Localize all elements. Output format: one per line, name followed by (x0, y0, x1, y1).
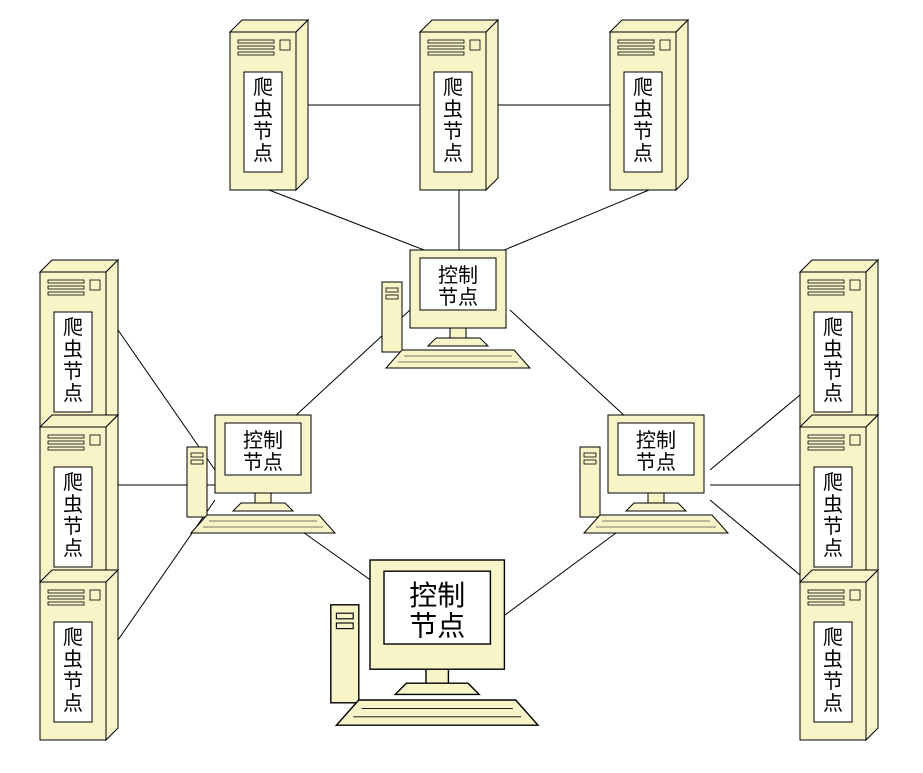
controller-node-label-line2: 节点 (438, 286, 478, 309)
crawler-node-label-char: 虫 (253, 98, 273, 121)
crawler-node-label-char: 爬 (823, 471, 843, 494)
crawler-node: 爬虫节点 (40, 260, 118, 430)
crawler-node-label-char: 爬 (633, 76, 653, 99)
controller-node-label-line1: 控制 (243, 429, 283, 452)
crawler-node-label-char: 点 (63, 537, 83, 560)
crawler-node-label-char: 虫 (823, 338, 843, 361)
crawler-node-label-char: 虫 (633, 98, 653, 121)
crawler-node-label-char: 节 (823, 360, 843, 383)
controller-node-label-line2: 节点 (409, 611, 465, 643)
crawler-node-label-char: 点 (823, 382, 843, 405)
controller-node-label-line2: 节点 (243, 451, 283, 474)
crawler-node-label-char: 爬 (253, 76, 273, 99)
crawler-node-label-char: 虫 (823, 648, 843, 671)
crawler-node: 爬虫节点 (230, 20, 308, 190)
architecture-diagram: 爬虫节点爬虫节点爬虫节点爬虫节点爬虫节点爬虫节点爬虫节点爬虫节点爬虫节点控制节点… (0, 0, 923, 773)
crawler-node-label-char: 爬 (443, 76, 463, 99)
controller-node-label-line1: 控制 (409, 580, 465, 612)
crawler-node: 爬虫节点 (420, 20, 498, 190)
crawler-node: 爬虫节点 (800, 415, 878, 585)
crawler-node-label-char: 节 (63, 360, 83, 383)
crawler-node-label-char: 节 (633, 120, 653, 143)
crawler-node: 爬虫节点 (800, 570, 878, 740)
crawler-node-label-char: 节 (443, 120, 463, 143)
crawler-node: 爬虫节点 (40, 570, 118, 740)
crawler-node-label-char: 点 (63, 692, 83, 715)
crawler-node-label-char: 点 (253, 142, 273, 165)
crawler-node-label-char: 点 (63, 382, 83, 405)
crawler-node-label-char: 虫 (63, 338, 83, 361)
crawler-node: 爬虫节点 (800, 260, 878, 430)
crawler-node-label-char: 爬 (63, 626, 83, 649)
crawler-node-label-char: 爬 (823, 316, 843, 339)
crawler-node-label-char: 爬 (823, 626, 843, 649)
crawler-node: 爬虫节点 (610, 20, 688, 190)
crawler-node-label-char: 节 (63, 515, 83, 538)
controller-node-label-line2: 节点 (636, 451, 676, 474)
crawler-node: 爬虫节点 (40, 415, 118, 585)
crawler-node-label-char: 虫 (63, 493, 83, 516)
controller-node-label-line1: 控制 (438, 264, 478, 287)
crawler-node-label-char: 节 (823, 670, 843, 693)
crawler-node-label-char: 虫 (63, 648, 83, 671)
crawler-node-label-char: 节 (823, 515, 843, 538)
crawler-node-label-char: 节 (253, 120, 273, 143)
crawler-node-label-char: 点 (823, 537, 843, 560)
crawler-node-label-char: 虫 (823, 493, 843, 516)
crawler-node-label-char: 爬 (63, 471, 83, 494)
crawler-node-label-char: 爬 (63, 316, 83, 339)
crawler-node-label-char: 点 (443, 142, 463, 165)
controller-node-label-line1: 控制 (636, 429, 676, 452)
crawler-node-label-char: 节 (63, 670, 83, 693)
crawler-node-label-char: 点 (823, 692, 843, 715)
crawler-node-label-char: 点 (633, 142, 653, 165)
crawler-node-label-char: 虫 (443, 98, 463, 121)
